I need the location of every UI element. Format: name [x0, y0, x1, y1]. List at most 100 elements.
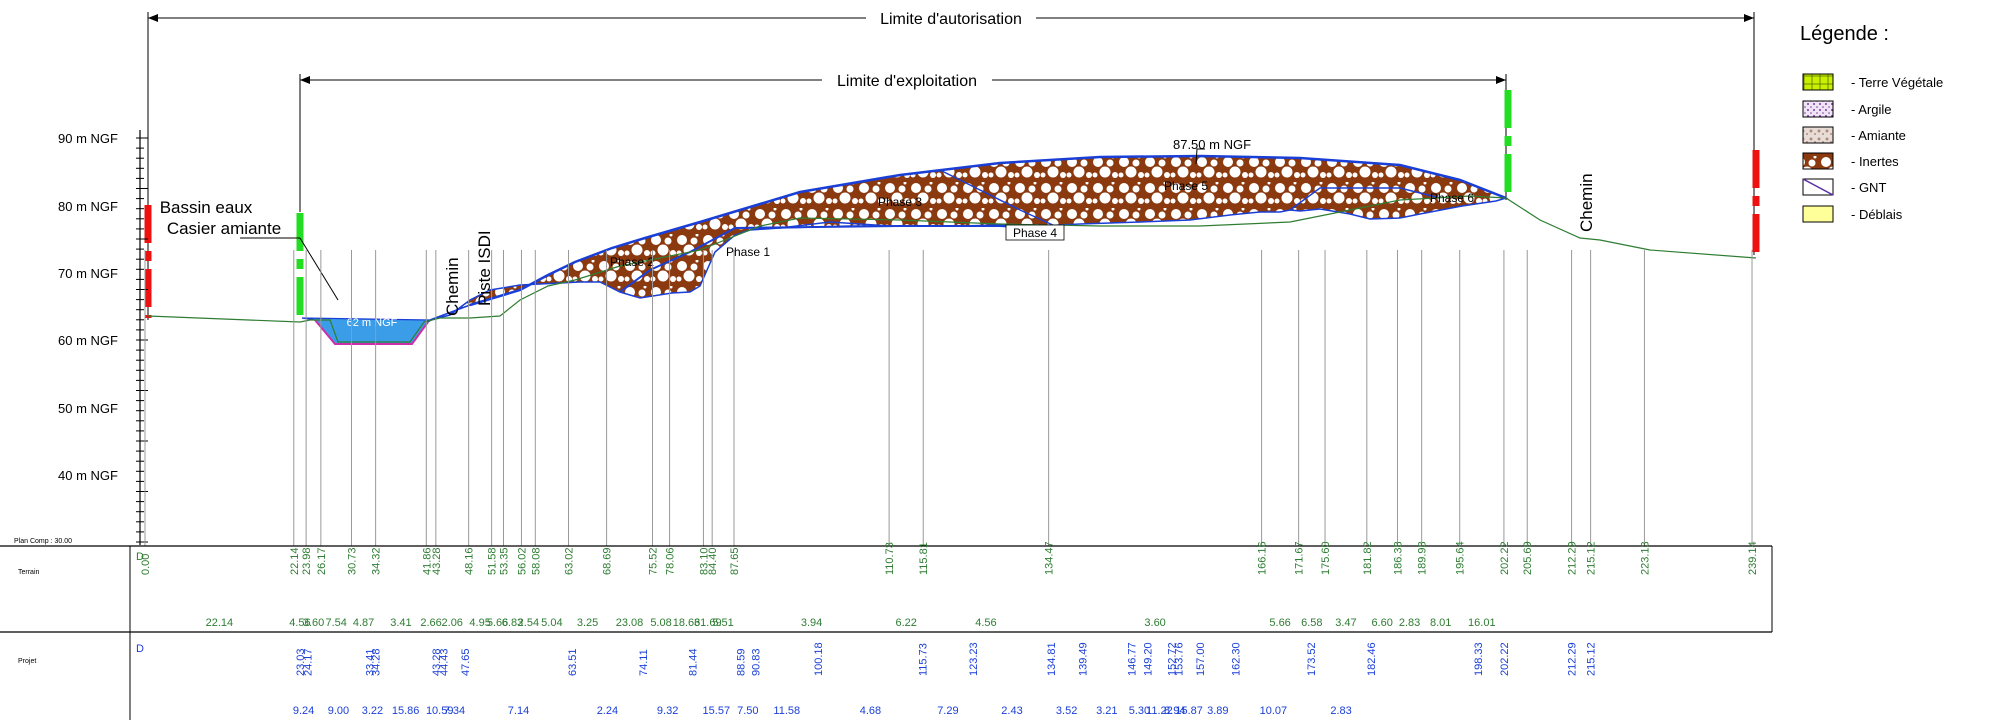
- projet-station-label: 24.17: [302, 648, 314, 676]
- terrain-station-label: 63.02: [563, 547, 575, 575]
- terrain-distance-label: 4.56: [289, 617, 310, 629]
- terrain-distance-label: 6.60: [1371, 617, 1392, 629]
- terrain-distance-label: 18.66: [673, 617, 701, 629]
- legend-title: Légende :: [1800, 23, 1889, 45]
- terrain-station-label: 195.64: [1455, 541, 1467, 575]
- terrain-line: [147, 195, 1757, 343]
- terrain-station-label: 134.47: [1044, 541, 1056, 575]
- terrain-station-label: 43.28: [431, 547, 443, 575]
- projet-distance-label: 2.83: [1330, 705, 1351, 717]
- station-drop-lines: [144, 250, 1753, 546]
- terrain-station-label: 166.16: [1257, 541, 1269, 575]
- terrain-station-label: 181.82: [1362, 541, 1374, 575]
- elevation-axis: 90 m NGF 80 m NGF 70 m NGF 60 m NGF 50 m…: [14, 130, 148, 545]
- terrain-station-label: 68.69: [602, 547, 614, 575]
- axis-label-90: 90 m NGF: [58, 131, 118, 146]
- terrain-station-label: 223.13: [1639, 541, 1651, 575]
- terrain-station-label: 53.35: [499, 547, 511, 575]
- projet-station-label: 173.52: [1306, 642, 1318, 676]
- projet-distance-label: 10.59: [426, 705, 454, 717]
- phase-3-label: Phase 3: [878, 195, 922, 209]
- terrain-distance-label: 3.94: [801, 617, 822, 629]
- projet-station-label: 74.11: [638, 649, 650, 676]
- phase-2-label: Phase 2: [610, 255, 654, 269]
- casier-label: Casier amiante: [167, 219, 281, 238]
- projet-distance-label: 15.86: [392, 705, 420, 717]
- terrain-distance-label: 3.25: [577, 617, 598, 629]
- axis-label-40: 40 m NGF: [58, 468, 118, 483]
- terrain-station-label: 75.52: [647, 547, 659, 575]
- terrain-distance-label: 3.60: [1144, 617, 1165, 629]
- terrain-distance-label: 5.04: [541, 617, 562, 629]
- projet-distance-label: 7.50: [737, 705, 758, 717]
- projet-station-label: 33.41: [365, 648, 377, 676]
- terrain-distance-label: 5.66: [1269, 617, 1290, 629]
- terrain-station-label: 87.65: [729, 547, 741, 575]
- projet-distance-label: 10.07: [1260, 705, 1288, 717]
- terrain-station-label: 78.06: [665, 547, 677, 575]
- terrain-station-label: 215.12: [1586, 541, 1598, 575]
- terrain-distance-label: 5.08: [650, 617, 671, 629]
- terrain-station-label: 175.60: [1320, 541, 1332, 575]
- phase-4-label: Phase 4: [1013, 226, 1057, 240]
- projet-distance-label: 2.24: [597, 705, 618, 717]
- projet-distance-label: 5.30: [1129, 705, 1150, 717]
- projet-distance-label: 7.14: [508, 705, 529, 717]
- terrain-distance-label: 2.66: [420, 617, 441, 629]
- projet-distance-label: 9.32: [657, 705, 678, 717]
- projet-station-label: 202.22: [1499, 642, 1511, 676]
- projet-station-label: 23.03: [295, 648, 307, 676]
- legend-swatch-terre-vegetale: [1802, 73, 1834, 91]
- summit-label: 87.50 m NGF: [1173, 137, 1251, 152]
- projet-station-label: 157.00: [1195, 642, 1207, 676]
- terrain-station-label: 239.14: [1747, 541, 1759, 575]
- projet-distance-label: 11.58: [773, 705, 800, 717]
- terrain-distance-label: 2.54: [518, 617, 539, 629]
- plan-comp-label: Plan Comp : 30.00: [14, 538, 72, 545]
- projet-distance-label: 3.52: [1056, 705, 1077, 717]
- projet-station-label: 153.76: [1173, 642, 1185, 676]
- terrain-station-label: 83.10: [698, 547, 710, 575]
- inertes-dome: [429, 148, 1509, 321]
- terrain-distance-label: 4.56: [975, 617, 996, 629]
- terrain-distance-label: 3.41: [390, 617, 411, 629]
- legend-label-amiante: - Amiante: [1851, 128, 1906, 143]
- projet-station-label: 100.18: [813, 642, 825, 676]
- terrain-station-label: 30.73: [347, 547, 359, 575]
- terrain-station-label: 34.32: [371, 547, 383, 575]
- legend-label-argile: - Argile: [1851, 102, 1891, 117]
- terrain-distances: 22.14 4.563.60 7.54 4.87 3.41 2.66 2.06 4.955.6…: [206, 617, 1496, 629]
- terrain-distance-label: 22.14: [206, 617, 234, 629]
- legend-swatch-deblais: [1802, 205, 1834, 223]
- legend-label-terre-vegetale: - Terre Végétale: [1851, 75, 1943, 90]
- projet-station-label: 212.29: [1567, 642, 1579, 676]
- terrain-distance-label: 8.01: [1430, 617, 1451, 629]
- projet-station-label: 134.81: [1046, 642, 1058, 676]
- axis-label-60: 60 m NGF: [58, 333, 118, 348]
- projet-distance-label: 15.57: [703, 705, 731, 717]
- limit-exploitation: Limite d'exploitation: [299, 70, 1507, 212]
- projet-distance-label: 7.34: [444, 705, 465, 717]
- phase-5-label: Phase 5: [1164, 179, 1208, 193]
- legend: Légende : - Terre Végétale - Argile - Am…: [1800, 23, 1943, 223]
- piste-isdi-label: Piste ISDI: [475, 230, 494, 306]
- legend-swatch-amiante: [1802, 126, 1834, 144]
- projet-station-label: 152.72: [1166, 642, 1178, 676]
- projet-distance-label: 3.89: [1207, 705, 1228, 717]
- projet-distance-label: 11.22: [1146, 705, 1173, 717]
- terrain-station-label: 115.81: [918, 542, 930, 575]
- terrain-distance-label: 6.83: [502, 617, 523, 629]
- terrain-station-label: 171.67: [1294, 541, 1306, 575]
- terrain-station-label: 212.29: [1567, 541, 1579, 575]
- terrain-station-label: 205.69: [1522, 541, 1534, 575]
- terrain-station-label: 23.98: [301, 547, 313, 575]
- profile-table: Terrain Projet D D 0.00 22.14 23.98 26.17 30…: [0, 541, 1773, 720]
- projet-distance-label: 9.00: [328, 705, 349, 717]
- terrain-station-label: 0.00: [140, 554, 152, 575]
- terrain-distance-label: 23.08: [616, 617, 644, 629]
- terrain-distance-label: 6.58: [1301, 617, 1322, 629]
- terrain-distance-label: 5.51: [712, 617, 733, 629]
